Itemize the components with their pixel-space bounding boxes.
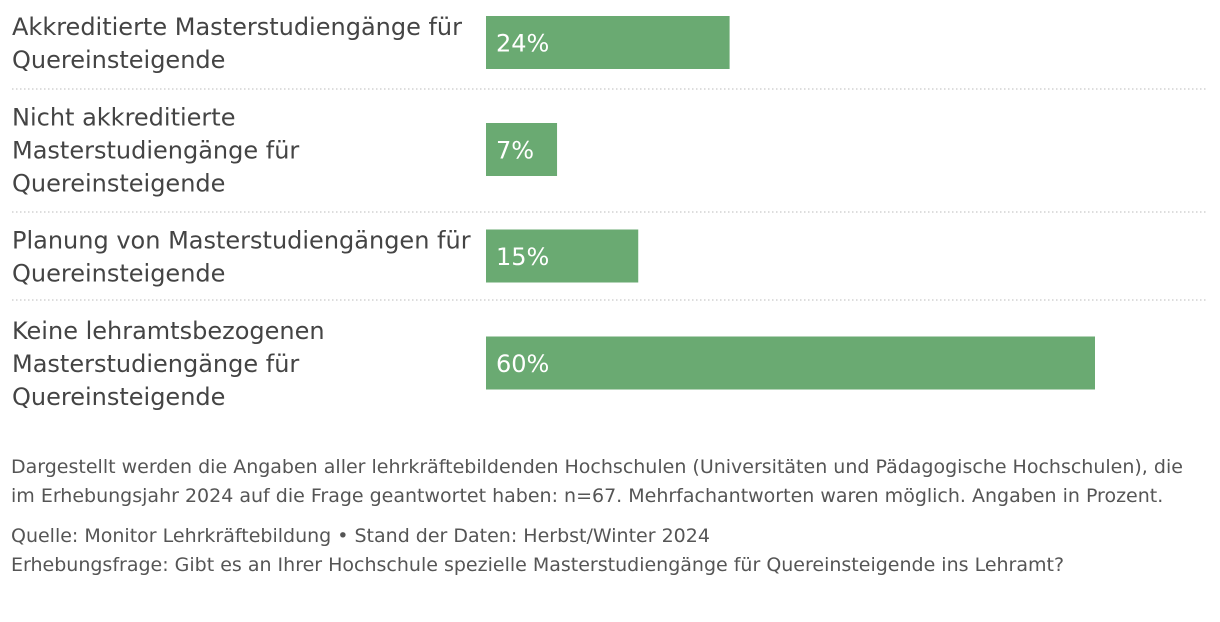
category-label-line: Nicht akkreditierte	[12, 104, 235, 132]
category-label-line: Masterstudiengänge für	[12, 137, 299, 165]
category-label-line: Keine lehramtsbezogenen	[12, 317, 325, 345]
category-label: Planung von Masterstudiengängen für Quere…	[12, 227, 471, 288]
category-label-line: Quereinsteigende	[12, 260, 225, 288]
survey-question: Erhebungsfrage: Gibt es an Ihrer Hochsch…	[11, 554, 1065, 576]
category-label-line: Quereinsteigende	[12, 170, 225, 198]
chart-source: Quelle: Monitor Lehrkräftebildung • Stan…	[11, 525, 710, 547]
category-label-line: Akkreditierte Masterstudiengänge für	[12, 13, 462, 41]
bar	[486, 229, 639, 283]
chart-description: Dargestellt werden die Angaben aller leh…	[11, 456, 1183, 507]
category-label-line: Quereinsteigende	[12, 46, 225, 74]
category-label-line: Quereinsteigende	[12, 383, 225, 411]
bar-value-label: 7%	[496, 137, 534, 165]
bar-row: Keine lehramtsbezogenen Masterstudiengäng…	[12, 317, 1095, 411]
bar	[486, 336, 1095, 390]
category-label-line: Planung von Masterstudiengängen für	[12, 227, 471, 255]
category-label-line: Masterstudiengänge für	[12, 350, 299, 378]
chart-notes: Dargestellt werden die Angaben aller leh…	[11, 453, 1201, 580]
bar-row: Planung von Masterstudiengängen für Quere…	[12, 227, 1208, 301]
bar	[486, 123, 558, 176]
category-label: Nicht akkreditierte Masterstudiengänge fü…	[12, 104, 299, 198]
category-label: Akkreditierte Masterstudiengänge für Quer…	[12, 13, 462, 74]
category-label: Keine lehramtsbezogenen Masterstudiengäng…	[12, 317, 325, 411]
bar-row: Akkreditierte Masterstudiengänge für Quer…	[12, 13, 1208, 90]
bar-row: Nicht akkreditierte Masterstudiengänge fü…	[12, 104, 1208, 213]
horizontal-bar-chart: Akkreditierte Masterstudiengänge für Quer…	[12, 13, 1208, 411]
bar-value-label: 60%	[496, 350, 549, 378]
bar-value-label: 15%	[496, 243, 549, 271]
bar	[486, 16, 730, 69]
bar-value-label: 24%	[496, 30, 549, 58]
